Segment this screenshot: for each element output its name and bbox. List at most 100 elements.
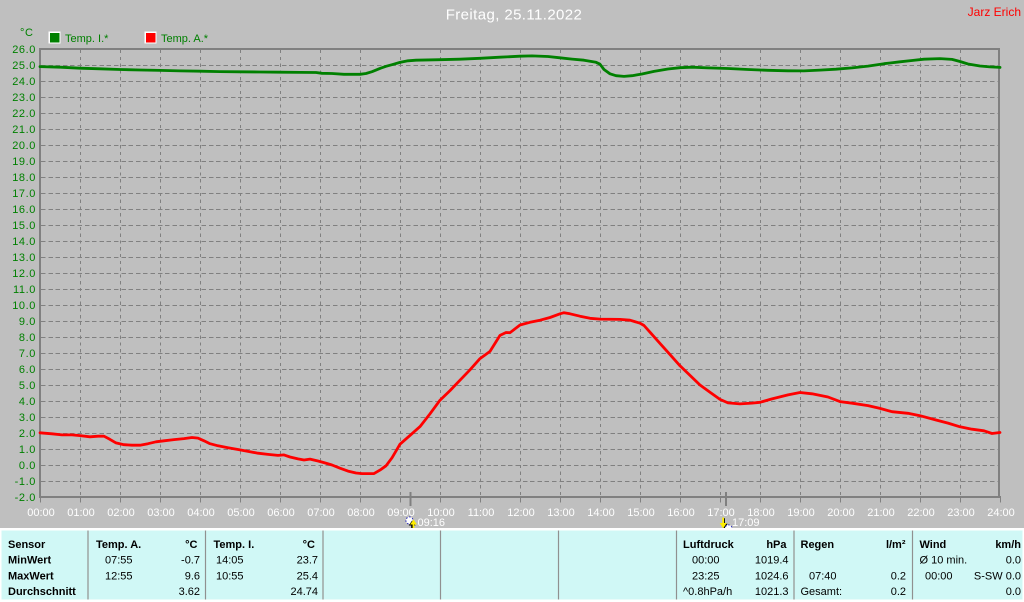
svg-text:Luftdruck: Luftdruck [683,539,735,551]
svg-text:0.0: 0.0 [1006,555,1021,567]
svg-text:9.6: 9.6 [185,571,200,583]
svg-text:19:00: 19:00 [787,507,815,519]
svg-text:24.74: 24.74 [290,586,318,598]
svg-text:12:55: 12:55 [105,571,133,583]
svg-text:00:00: 00:00 [925,571,953,583]
svg-text:Temp. A.: Temp. A. [96,539,141,551]
svg-text:15.0: 15.0 [12,220,36,232]
svg-text:Sensor: Sensor [8,539,46,551]
svg-text:1024.6: 1024.6 [755,571,789,583]
svg-text:23.0: 23.0 [12,92,36,104]
svg-text:26.0: 26.0 [12,44,36,56]
svg-text:Jarz Erich: Jarz Erich [968,5,1021,19]
svg-text:0.0: 0.0 [1006,586,1021,598]
svg-text:4.0: 4.0 [19,396,36,408]
svg-text:09:16: 09:16 [418,517,446,529]
svg-text:20.0: 20.0 [12,140,36,152]
svg-text:00:00: 00:00 [692,555,720,567]
svg-text:MaxWert: MaxWert [8,571,54,583]
svg-text:08:00: 08:00 [347,507,375,519]
svg-text:22.0: 22.0 [12,108,36,120]
svg-text:1021.3: 1021.3 [755,586,789,598]
svg-text:hPa: hPa [766,539,787,551]
svg-text:-0.7: -0.7 [181,555,200,567]
svg-text:10:00: 10:00 [427,507,455,519]
svg-text:3.0: 3.0 [19,412,36,424]
svg-text:03:00: 03:00 [147,507,175,519]
svg-text:S-SW 0.0: S-SW 0.0 [974,571,1021,583]
svg-text:14:00: 14:00 [587,507,615,519]
svg-text:1.0: 1.0 [19,444,36,456]
svg-text:15:00: 15:00 [627,507,655,519]
svg-text:l/m²: l/m² [886,539,906,551]
svg-text:12:00: 12:00 [507,507,535,519]
svg-text:00:00: 00:00 [27,507,55,519]
svg-text:13:00: 13:00 [547,507,575,519]
svg-text:°C: °C [303,539,315,551]
svg-text:16:00: 16:00 [667,507,695,519]
svg-text:6.0: 6.0 [19,364,36,376]
svg-text:06:00: 06:00 [267,507,295,519]
svg-text:14.0: 14.0 [12,236,36,248]
svg-text:0.0: 0.0 [19,460,36,472]
svg-text:14:05: 14:05 [216,555,244,567]
svg-text:25.4: 25.4 [297,571,318,583]
svg-text:0.2: 0.2 [891,586,906,598]
svg-text:-1.0: -1.0 [15,476,36,488]
svg-text:09:00: 09:00 [387,507,415,519]
svg-text:23.7: 23.7 [297,555,318,567]
svg-text:9.0: 9.0 [19,316,36,328]
svg-text:21:00: 21:00 [867,507,895,519]
svg-text:17:09: 17:09 [732,517,760,529]
svg-text:km/h: km/h [995,539,1021,551]
svg-text:-2.0: -2.0 [15,492,36,504]
svg-text:25.0: 25.0 [12,60,36,72]
svg-text:Durchschnitt: Durchschnitt [8,586,76,598]
svg-text:04:00: 04:00 [187,507,215,519]
svg-text:17:00: 17:00 [707,507,735,519]
svg-text:18:00: 18:00 [747,507,775,519]
svg-text:Wind: Wind [920,539,947,551]
svg-text:°C: °C [185,539,197,551]
svg-text:10.0: 10.0 [12,300,36,312]
svg-text:01:00: 01:00 [67,507,95,519]
svg-text:05:00: 05:00 [227,507,255,519]
svg-text:24:00: 24:00 [987,507,1015,519]
svg-text:Freitag, 25.11.2022: Freitag, 25.11.2022 [446,7,583,24]
svg-text:7.0: 7.0 [19,348,36,360]
svg-text:18.0: 18.0 [12,172,36,184]
svg-text:Gesamt:: Gesamt: [801,586,843,598]
svg-text:11.0: 11.0 [13,284,36,296]
svg-text:11:00: 11:00 [468,507,495,519]
svg-text:3.62: 3.62 [179,586,200,598]
svg-text:13.0: 13.0 [12,252,36,264]
svg-text:^0.8hPa/h: ^0.8hPa/h [683,586,732,598]
svg-text:21.0: 21.0 [12,124,36,136]
svg-text:02:00: 02:00 [107,507,135,519]
svg-text:8.0: 8.0 [19,332,36,344]
svg-text:Regen: Regen [801,539,835,551]
svg-text:16.0: 16.0 [12,204,36,216]
svg-text:5.0: 5.0 [19,380,36,392]
svg-text:17.0: 17.0 [12,188,36,200]
svg-text:07:40: 07:40 [809,571,837,583]
svg-text:°C: °C [20,27,34,39]
svg-text:22:00: 22:00 [907,507,935,519]
svg-text:07:55: 07:55 [105,555,133,567]
svg-text:1019.4: 1019.4 [755,555,789,567]
svg-text:24.0: 24.0 [12,76,36,88]
svg-text:Temp. I.*: Temp. I.* [65,33,109,45]
svg-text:07:00: 07:00 [307,507,335,519]
svg-text:23:00: 23:00 [947,507,975,519]
svg-text:19.0: 19.0 [12,156,36,168]
svg-text:23:25: 23:25 [692,571,720,583]
svg-text:0.2: 0.2 [891,571,906,583]
svg-text:MinWert: MinWert [8,555,52,567]
svg-text:Temp. A.*: Temp. A.* [161,33,209,45]
svg-text:12.0: 12.0 [12,268,36,280]
svg-text:2.0: 2.0 [19,428,36,440]
svg-text:20:00: 20:00 [827,507,855,519]
svg-text:10:55: 10:55 [216,571,244,583]
svg-text:Ø 10 min.: Ø 10 min. [920,555,968,567]
svg-text:Temp. I.: Temp. I. [214,539,255,551]
